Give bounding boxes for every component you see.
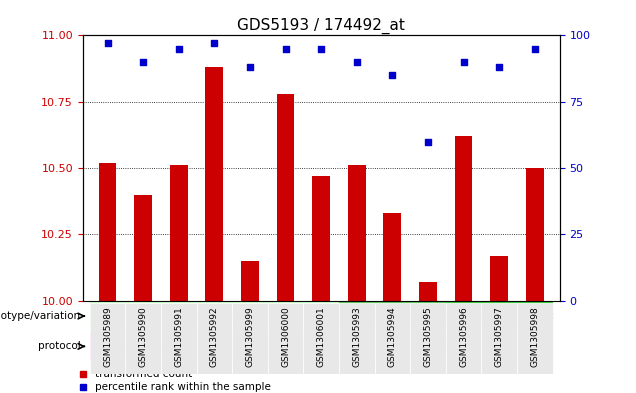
Text: GSM1305992: GSM1305992 [210,307,219,367]
Point [459,59,469,65]
Bar [455,136,473,301]
Point [387,72,398,78]
Bar [384,213,401,301]
Text: GSM1305994: GSM1305994 [388,307,397,367]
Point [280,46,291,52]
Text: protocol: protocol [38,342,81,351]
FancyBboxPatch shape [410,303,446,374]
Bar [277,94,294,301]
Text: GSM1305997: GSM1305997 [495,307,504,367]
Text: GSM1305991: GSM1305991 [174,307,183,367]
Bar [205,67,223,301]
FancyBboxPatch shape [125,303,161,374]
FancyBboxPatch shape [90,303,125,374]
Text: GSM1305990: GSM1305990 [139,307,148,367]
Text: GSM1305996: GSM1305996 [459,307,468,367]
Point [530,46,540,52]
Bar [99,163,116,301]
FancyBboxPatch shape [303,303,339,374]
FancyBboxPatch shape [375,303,410,374]
Point [138,59,148,65]
Text: percentile rank within the sample: percentile rank within the sample [95,382,272,393]
Point [352,59,362,65]
FancyBboxPatch shape [446,302,553,330]
Bar [241,261,259,301]
FancyBboxPatch shape [161,303,197,374]
Text: GSM1306000: GSM1306000 [281,307,290,367]
FancyBboxPatch shape [90,333,232,360]
FancyBboxPatch shape [339,303,375,374]
Point [423,138,433,145]
FancyBboxPatch shape [268,303,303,374]
FancyBboxPatch shape [481,303,517,374]
Text: transformed count: transformed count [95,369,193,379]
Point [209,40,219,46]
Text: control (untreated): control (untreated) [114,342,207,351]
Bar [312,176,330,301]
Bar [134,195,152,301]
Bar [419,282,437,301]
Bar [348,165,366,301]
Text: GSM1305989: GSM1305989 [103,307,112,367]
Point [102,40,113,46]
FancyBboxPatch shape [232,333,339,360]
Bar [490,256,508,301]
FancyBboxPatch shape [446,303,481,374]
Text: n/a: n/a [438,342,453,351]
FancyBboxPatch shape [197,303,232,374]
Text: wild type: wild type [192,311,237,321]
Text: isp-1(qm150) mutant: isp-1(qm150) mutant [340,311,445,321]
Point [494,64,504,70]
Point [316,46,326,52]
FancyBboxPatch shape [232,303,268,374]
FancyBboxPatch shape [517,303,553,374]
Text: genotype/variation: genotype/variation [0,311,81,321]
Text: nuo-6(qm200) mutant: nuo-6(qm200) mutant [445,311,553,321]
FancyBboxPatch shape [339,302,446,330]
Text: GSM1305995: GSM1305995 [424,307,432,367]
Title: GDS5193 / 174492_at: GDS5193 / 174492_at [237,18,405,34]
Point [245,64,255,70]
Bar [526,168,544,301]
Bar [170,165,188,301]
Text: GSM1305999: GSM1305999 [245,307,254,367]
Text: GSM1305998: GSM1305998 [530,307,539,367]
Text: GSM1306001: GSM1306001 [317,307,326,367]
Text: GSM1305993: GSM1305993 [352,307,361,367]
Text: paraquat: paraquat [263,342,308,351]
FancyBboxPatch shape [90,302,339,330]
FancyBboxPatch shape [339,333,553,360]
Point [174,46,184,52]
